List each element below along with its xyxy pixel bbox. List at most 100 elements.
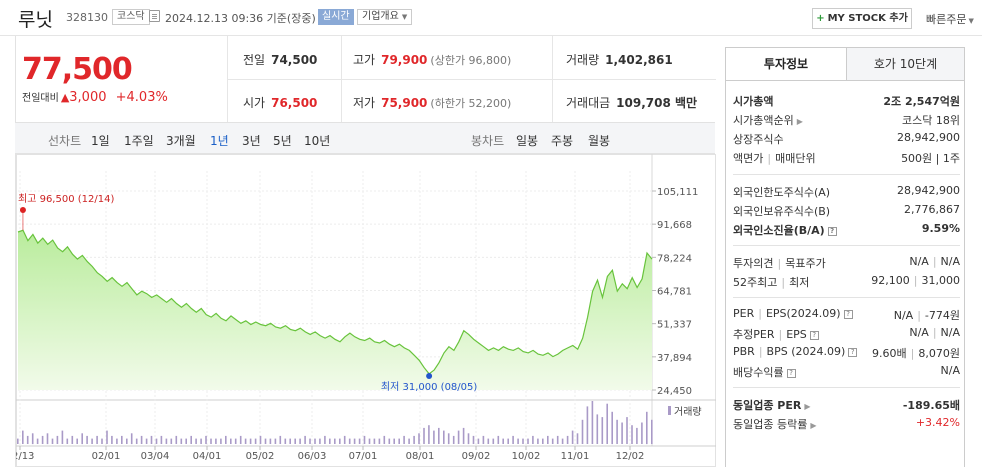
volume-bar — [165, 438, 168, 444]
volume-bar — [507, 438, 509, 444]
volume-legend-swatch — [668, 406, 671, 415]
high-price: 고가 79,900 (상한가 96,800) — [353, 51, 511, 68]
volume-bar — [145, 438, 148, 444]
par-unit-value: 500원 | 1주 — [901, 152, 960, 165]
volume-bar — [140, 435, 143, 444]
volume-bar — [195, 438, 197, 444]
volume-bar — [527, 438, 529, 444]
help-icon[interactable]: ? — [827, 227, 837, 236]
investment-info-table: 시가총액 2조 2,547억원 시가총액순위 ▶ 코스닥 18위 상장주식수 28,94… — [725, 81, 965, 467]
min-price-label: 최저 31,000 (08/05) — [381, 381, 477, 393]
up-triangle-icon: ▲ — [60, 91, 70, 104]
volume-bar — [101, 438, 103, 444]
volume-bar — [180, 438, 183, 444]
x-tick-label: 09/02 — [462, 451, 491, 462]
volume-legend-label: 거래량 — [674, 406, 702, 418]
volume-label: 거래량 — [566, 53, 600, 67]
change-percent: +4.03% — [115, 90, 168, 105]
per-value: N/A — [893, 309, 914, 322]
trade-amount: 거래대금 109,708 백만 — [566, 94, 697, 111]
volume-bar — [641, 422, 643, 444]
per-label: PER — [733, 307, 755, 320]
volume-bar — [319, 438, 321, 444]
divider — [733, 297, 960, 298]
period-3y[interactable]: 3년 — [242, 134, 261, 148]
help-icon[interactable]: ? — [786, 369, 796, 378]
volume-bar — [274, 438, 277, 444]
volume-bar — [651, 419, 653, 444]
chevron-right-icon: ▶ — [804, 402, 811, 411]
y-tick-label: 91,668 — [657, 220, 692, 231]
volume-bar — [497, 435, 500, 444]
period-10y[interactable]: 10년 — [304, 134, 331, 148]
mystock-add-label: MY STOCK 추가 — [827, 13, 908, 24]
realtime-button[interactable]: 실시간 — [318, 9, 354, 25]
volume-bar — [512, 435, 514, 444]
volume-bar — [155, 438, 158, 444]
volume-bar — [447, 433, 450, 445]
volume-bar — [31, 433, 34, 445]
upper-limit: (상한가 96,800) — [430, 54, 512, 67]
volume-bar — [279, 435, 282, 444]
stock-name: 루닛 — [18, 9, 53, 31]
low-value: 75,900 — [381, 96, 428, 110]
tab-investment-info[interactable]: 투자정보 — [726, 48, 846, 80]
industry-per-value: -189.65배 — [902, 399, 960, 412]
x-tick-label: 12/02 — [616, 451, 645, 462]
mystock-add-button[interactable]: + MY STOCK 추가 — [812, 8, 912, 29]
quick-order-menu[interactable]: 빠른주문 ▼ — [926, 11, 974, 27]
volume-bar — [596, 414, 599, 444]
cap-rank-label[interactable]: 시가총액순위 — [733, 114, 794, 127]
foreign-ratio-value: 9.59% — [921, 222, 960, 235]
calendar-icon — [149, 10, 160, 22]
change-amount: 3,000 — [69, 90, 107, 105]
chevron-down-icon: ▼ — [968, 17, 974, 25]
volume-bar — [81, 433, 83, 445]
x-tick-label: 04/01 — [193, 451, 222, 462]
chevron-right-icon: ▶ — [810, 421, 817, 430]
volume-bar — [46, 433, 49, 445]
shares-value: 28,942,900 — [897, 131, 960, 144]
help-icon[interactable]: ? — [843, 310, 853, 319]
period-1d[interactable]: 1일 — [91, 134, 110, 148]
volume-bar — [130, 433, 133, 445]
period-5y[interactable]: 5년 — [273, 134, 292, 148]
est-eps-value: N/A — [940, 326, 960, 339]
lower-limit: (하한가 52,200) — [430, 97, 512, 110]
price-chart: 105,111 91,668 78,224 64,781 51,337 37,894 24,… — [6, 154, 716, 467]
volume-bar — [269, 438, 272, 444]
company-info-dropdown[interactable]: 기업개요 ▼ — [357, 9, 413, 25]
industry-per-label[interactable]: 동일업종 PER — [733, 399, 802, 412]
volume-bar — [324, 435, 326, 444]
x-tick-label: 07/01 — [349, 451, 378, 462]
help-icon[interactable]: ? — [848, 348, 858, 357]
period-1w[interactable]: 1주일 — [124, 134, 154, 148]
candle-daily[interactable]: 일봉 — [516, 134, 539, 148]
volume-bar — [71, 435, 74, 444]
high-value: 79,900 — [381, 53, 428, 67]
volume-bar — [234, 438, 237, 444]
y-tick-label: 105,111 — [657, 187, 698, 198]
volume-bar — [17, 438, 19, 444]
x-tick-label: 08/01 — [406, 451, 435, 462]
price-area-fill — [18, 230, 652, 390]
volume-bar — [492, 438, 495, 444]
volume-bar — [51, 438, 54, 444]
volume-bar — [244, 438, 247, 444]
volume-bar — [175, 435, 178, 444]
target-value: N/A — [940, 255, 960, 268]
volume-bar — [631, 425, 633, 444]
period-1y[interactable]: 1년 — [210, 134, 229, 148]
investment-panel: 투자정보 호가 10단계 시가총액 2조 2,547억원 시가총액순위 ▶ 코스닥 1… — [725, 47, 965, 467]
period-3m[interactable]: 3개월 — [166, 134, 196, 148]
candle-weekly[interactable]: 주봉 — [551, 134, 574, 148]
prev-close-label: 전일 — [243, 53, 266, 67]
unit-label: 매매단위 — [775, 152, 816, 165]
volume-bar — [571, 430, 574, 444]
help-icon[interactable]: ? — [809, 331, 819, 340]
volume-bar — [220, 438, 222, 444]
industry-rate-label[interactable]: 동일업종 등락률 — [733, 418, 808, 431]
volume-bars: 거래량 — [17, 401, 702, 445]
tab-quote-10[interactable]: 호가 10단계 — [846, 48, 964, 80]
candle-monthly[interactable]: 월봉 — [588, 134, 611, 148]
